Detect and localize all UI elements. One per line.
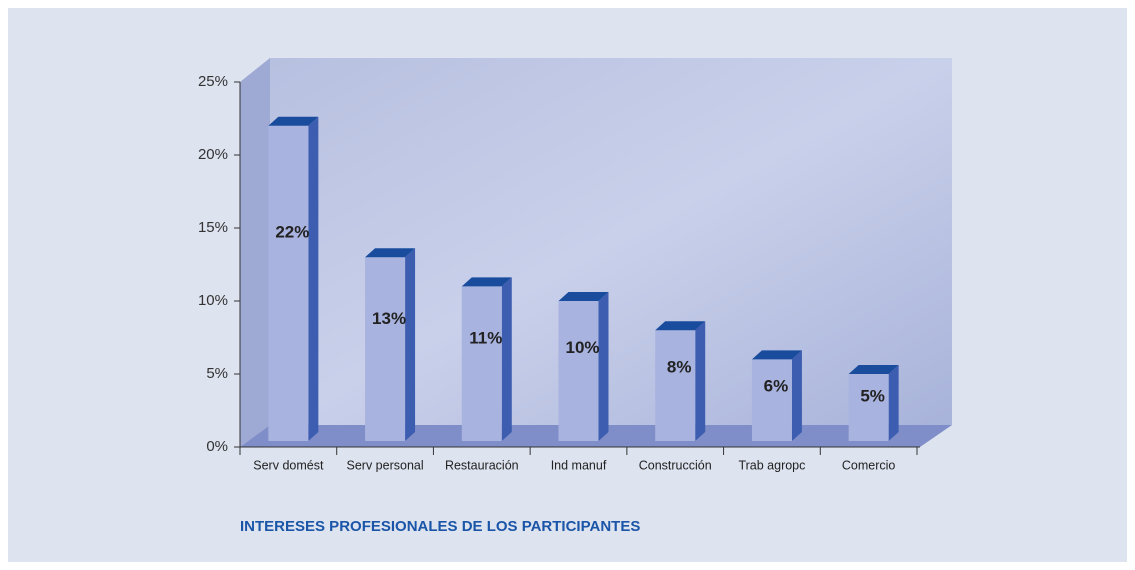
value-label: 5% [860,386,885,405]
value-label: 8% [667,357,692,376]
value-label: 13% [372,309,406,328]
bar [558,301,599,441]
bar-side [308,116,319,442]
y-tick-label: 15% [198,219,228,236]
bar [365,257,406,441]
y-tick-label: 25% [198,73,228,90]
value-label: 11% [469,328,502,347]
bar-top [461,277,512,287]
y-tick-label: 10% [198,292,228,309]
x-tick-label: Comercio [842,458,896,472]
bar-side [501,277,512,441]
bar-top [558,292,609,301]
bar-side [791,350,802,441]
value-label: 10% [565,338,599,357]
y-tick-label: 20% [198,146,228,163]
x-tick-label: Construcción [639,458,712,472]
x-tick-label: Serv personal [347,458,424,472]
back-wall [270,58,952,425]
bar [655,330,696,441]
bar-top [655,321,706,331]
bar-side [405,248,416,441]
bar-side [598,292,609,441]
x-tick-label: Serv domést [253,458,324,472]
bar-top [365,248,416,258]
bar-side [695,321,706,441]
bar [751,359,792,441]
bar-top [268,116,319,126]
bar-top [751,350,802,360]
x-tick-label: Trab agropc [738,458,805,472]
y-tick-label: 0% [206,438,228,455]
y-tick-label: 5% [206,365,228,382]
x-tick-label: Ind manuf [551,458,607,472]
side-wall [240,58,270,447]
value-label: 22% [275,222,309,241]
chart-title: INTERESES PROFESIONALES DE LOS PARTICIPA… [240,518,640,535]
bar-top [848,365,899,374]
bar [461,286,502,441]
x-tick-label: Restauración [445,458,519,472]
bar [268,125,309,442]
bar [848,374,889,441]
bar-side [888,365,899,441]
value-label: 6% [764,377,789,396]
